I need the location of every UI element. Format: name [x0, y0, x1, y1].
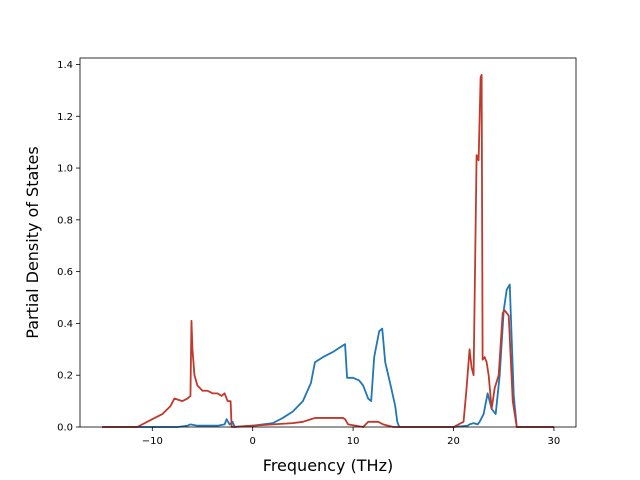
series-layer [102, 73, 554, 428]
y-axis-label: Partial Density of States [23, 146, 42, 338]
y-tick-label: 1.0 [57, 164, 73, 175]
series-line-1 [102, 73, 554, 428]
x-tick-label: 10 [347, 436, 360, 447]
y-tick-label: 0.4 [57, 319, 73, 330]
x-axis-ticks: −10 0 10 20 30 [142, 427, 561, 447]
axes-frame [79, 57, 577, 428]
x-tick-label: −10 [142, 436, 163, 447]
x-tick-label: 30 [548, 436, 561, 447]
y-tick-label: 0.8 [57, 215, 73, 226]
x-tick-label: 20 [447, 436, 460, 447]
x-tick-label: 0 [250, 436, 256, 447]
y-tick-label: 0.0 [57, 423, 73, 434]
y-tick-label: 1.2 [57, 112, 73, 123]
y-tick-label: 0.2 [57, 371, 73, 382]
x-axis-label: Frequency (THz) [263, 456, 393, 475]
y-tick-label: 0.6 [57, 267, 73, 278]
y-axis-ticks: 0.0 0.2 0.4 0.6 0.8 1.0 1.2 1.4 [57, 60, 80, 434]
y-tick-label: 1.4 [57, 60, 73, 71]
